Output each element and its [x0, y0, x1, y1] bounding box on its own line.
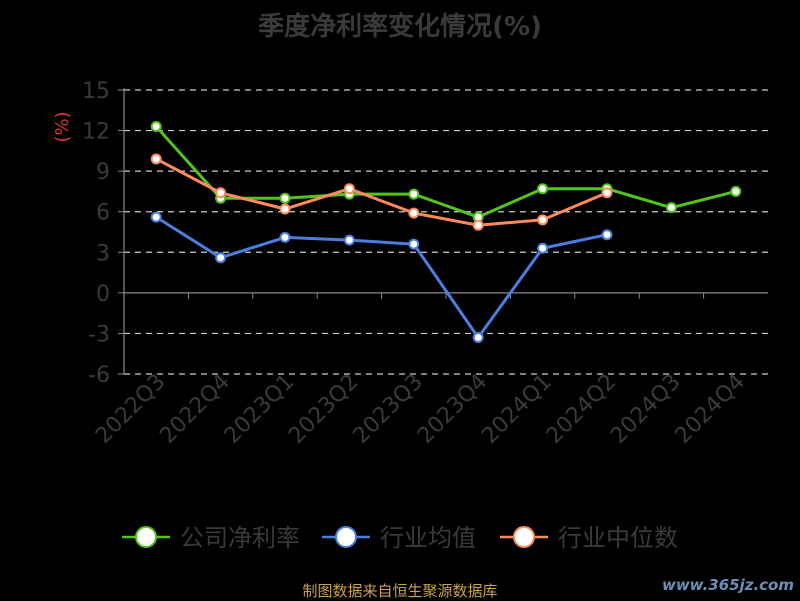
- watermark: www.365jz.com: [661, 576, 794, 594]
- y-tick-label: 6: [96, 201, 110, 226]
- legend-marker: [335, 526, 357, 548]
- y-tick-label: 3: [96, 241, 110, 266]
- data-point: [150, 211, 162, 223]
- chart-title: 季度净利率变化情况(%): [258, 12, 542, 42]
- legend-label: 行业中位数: [558, 524, 678, 552]
- y-tick-label: 0: [96, 282, 110, 307]
- series-line-2: [155, 157, 608, 227]
- x-tick-label: 2023Q4: [413, 369, 492, 448]
- y-tick-label: 15: [82, 79, 110, 104]
- x-tick-label: 2023Q2: [284, 369, 363, 448]
- y-tick-label: 9: [96, 160, 110, 185]
- x-tick-label: 2024Q2: [542, 369, 621, 448]
- y-axis-label: (%): [52, 111, 73, 142]
- legend-marker: [513, 526, 535, 548]
- data-point: [279, 192, 291, 204]
- x-tick-label: 2023Q1: [220, 369, 299, 448]
- data-point: [279, 203, 291, 215]
- data-point: [472, 219, 484, 231]
- data-point: [408, 238, 420, 250]
- data-point: [665, 202, 677, 214]
- series-line-0: [155, 125, 737, 219]
- data-point: [408, 188, 420, 200]
- data-point: [343, 234, 355, 246]
- data-source-note: 制图数据来自恒生聚源数据库: [302, 582, 498, 600]
- legend-label: 公司净利率: [180, 524, 300, 552]
- data-point: [150, 121, 162, 133]
- x-tick-label: 2023Q3: [349, 369, 428, 448]
- data-point: [601, 229, 613, 241]
- x-tick-label: 2024Q3: [606, 369, 685, 448]
- data-point: [408, 207, 420, 219]
- data-point: [279, 231, 291, 243]
- y-tick-label: -6: [88, 363, 110, 388]
- y-tick-label: 12: [82, 120, 110, 145]
- data-point: [215, 252, 227, 264]
- legend-marker: [135, 526, 157, 548]
- x-tick-label: 2022Q4: [155, 369, 234, 448]
- series-line-1: [155, 215, 608, 341]
- legend-label: 行业均值: [380, 524, 476, 552]
- data-point: [150, 153, 162, 165]
- y-tick-label: -3: [88, 322, 110, 347]
- data-point: [601, 187, 613, 199]
- data-point: [537, 214, 549, 226]
- x-tick-label: 2024Q1: [477, 369, 556, 448]
- data-point: [472, 331, 484, 343]
- data-point: [537, 242, 549, 254]
- data-point: [537, 183, 549, 195]
- data-point: [730, 185, 742, 197]
- x-tick-label: 2024Q4: [671, 369, 750, 448]
- data-point: [343, 183, 355, 195]
- data-point: [215, 187, 227, 199]
